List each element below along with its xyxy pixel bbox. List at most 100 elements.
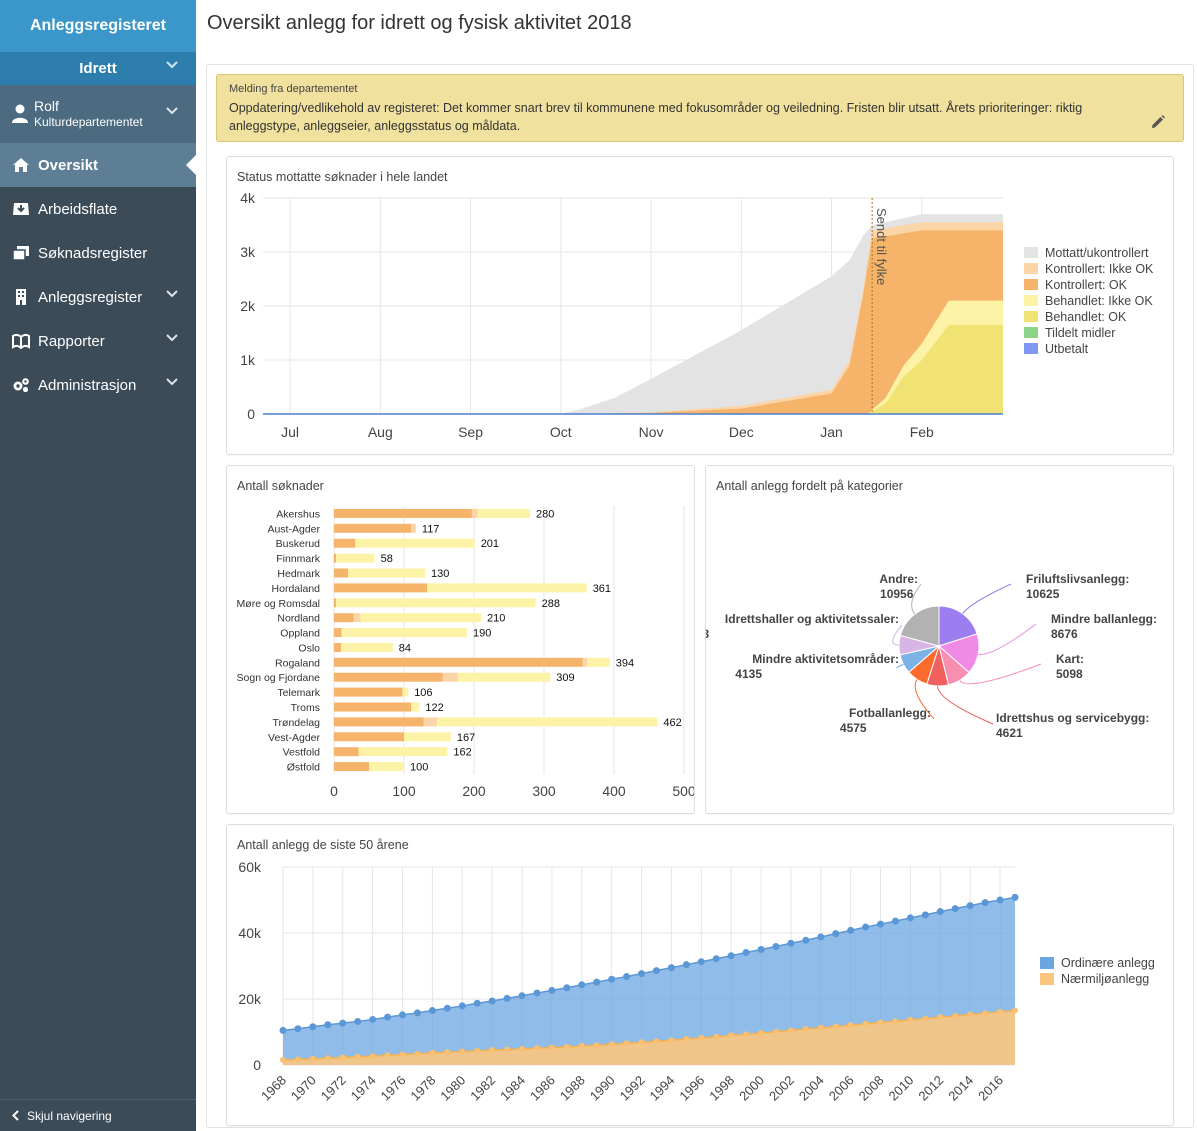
x-tick-label: 200 [462,783,486,799]
x-tick-label: 1994 [646,1073,677,1104]
data-point [473,999,481,1007]
x-tick-label: 2016 [975,1073,1006,1104]
bar-value-label: 361 [593,583,611,595]
bar-segment [411,702,420,712]
app-title[interactable]: Anleggsregisteret [0,0,196,52]
x-tick-label: 1990 [587,1073,618,1104]
data-point [324,1055,331,1062]
legend-swatch [1024,247,1038,258]
cogs-icon [12,377,30,393]
category-label: Oppland [280,628,320,640]
category-label: Sogn og Fjordane [237,672,321,684]
category-label: Trøndelag [273,717,321,729]
data-point [638,1039,645,1046]
bar-segment [334,732,404,742]
bar-segment [341,642,393,652]
data-point [713,1033,720,1040]
bar-value-label: 309 [556,672,574,684]
legend-label: Kontrollert: Ikke OK [1045,262,1154,276]
legend-swatch [1040,957,1054,969]
pie-connector [978,623,1037,656]
y-tick-label: 0 [253,1057,261,1073]
data-point [951,905,959,913]
sidebar-item-label: Rapporter [38,332,105,350]
x-tick-label: 1982 [467,1073,498,1104]
sidebar-item-arbeidsflate[interactable]: Arbeidsflate [0,187,196,231]
data-point [877,1019,884,1026]
data-point [458,1002,466,1010]
category-label: Troms [291,702,320,714]
chart-title: Antall anlegg fordelt på kategorier [716,479,903,493]
x-tick-label: 2010 [885,1073,916,1104]
user-menu[interactable]: Rolf Kulturdepartementet [0,85,196,143]
legend-label: Mottatt/ukontrollert [1045,246,1149,260]
data-point [758,1029,765,1036]
data-point [891,917,899,925]
data-point [743,1031,750,1038]
x-tick-label: 1988 [557,1073,588,1104]
pie-value: 4135 [735,667,762,681]
building-icon [12,289,30,305]
bar-segment [411,523,416,533]
data-point [847,1022,854,1029]
pie-value: 4133 [706,627,710,641]
y-tick-label: 4k [240,190,256,206]
pie-slice [899,605,940,647]
org-selector[interactable]: Idrett [0,52,196,85]
x-tick-label: Feb [910,424,934,440]
bar-segment [402,687,409,697]
category-label: Telemark [277,687,320,699]
org-selector-label: Idrett [79,60,117,77]
pie-label: Fotballanlegg: [849,706,931,720]
x-tick-label: 2002 [766,1073,797,1104]
data-point [862,1020,869,1027]
bar-value-label: 130 [431,568,449,580]
pencil-icon[interactable] [1151,115,1165,129]
category-label: Hordaland [272,583,321,595]
sidebar-item-soknadsregister[interactable]: Søknadsregister [0,231,196,275]
data-point [981,899,989,907]
data-point [787,939,795,947]
data-point [862,923,870,931]
sidebar-item-anleggsregister[interactable]: Anleggsregister [0,275,196,319]
pie-label: Kart: [1056,652,1084,666]
data-point [384,1052,391,1059]
bar-segment [336,553,375,563]
data-point [802,1026,809,1033]
data-point [772,1028,779,1035]
y-tick-label: 20k [238,991,262,1007]
data-point [922,1015,929,1022]
bar-segment [334,523,411,533]
status-chart-card: Status mottatte søknader i hele landet 0… [226,156,1174,455]
data-point [623,1040,630,1047]
category-label: Vest-Agder [268,732,320,744]
pie-connector [914,679,935,720]
hide-navigation-button[interactable]: Skjul navigering [0,1099,196,1131]
x-tick-label: 0 [330,783,338,799]
data-point [354,1053,361,1060]
sidebar-item-rapporter[interactable]: Rapporter [0,319,196,363]
data-point [489,1047,496,1054]
pie-value: 4575 [840,721,867,735]
bar-segment [334,613,354,623]
bar-value-label: 162 [453,747,471,759]
bar-segment [334,598,337,608]
pie-label: Mindre ballanlegg: [1051,612,1157,626]
data-point [280,1057,286,1064]
bar-value-label: 167 [457,732,475,744]
x-tick-label: Dec [729,424,754,440]
sidebar-item-oversikt[interactable]: Oversikt [0,143,196,187]
x-tick-label: 2014 [945,1073,976,1104]
data-point [937,1014,944,1021]
pie-value: 4621 [996,726,1023,740]
x-tick-label: 2012 [915,1073,946,1104]
bar-segment [423,717,437,727]
sidebar-item-administrasjon[interactable]: Administrasjon [0,363,196,407]
pie-connector [892,624,903,646]
data-point [309,1055,316,1062]
data-point [1011,893,1019,901]
data-point [593,978,601,986]
data-point [832,1023,839,1030]
bar-segment [334,553,337,563]
data-point [847,926,855,934]
